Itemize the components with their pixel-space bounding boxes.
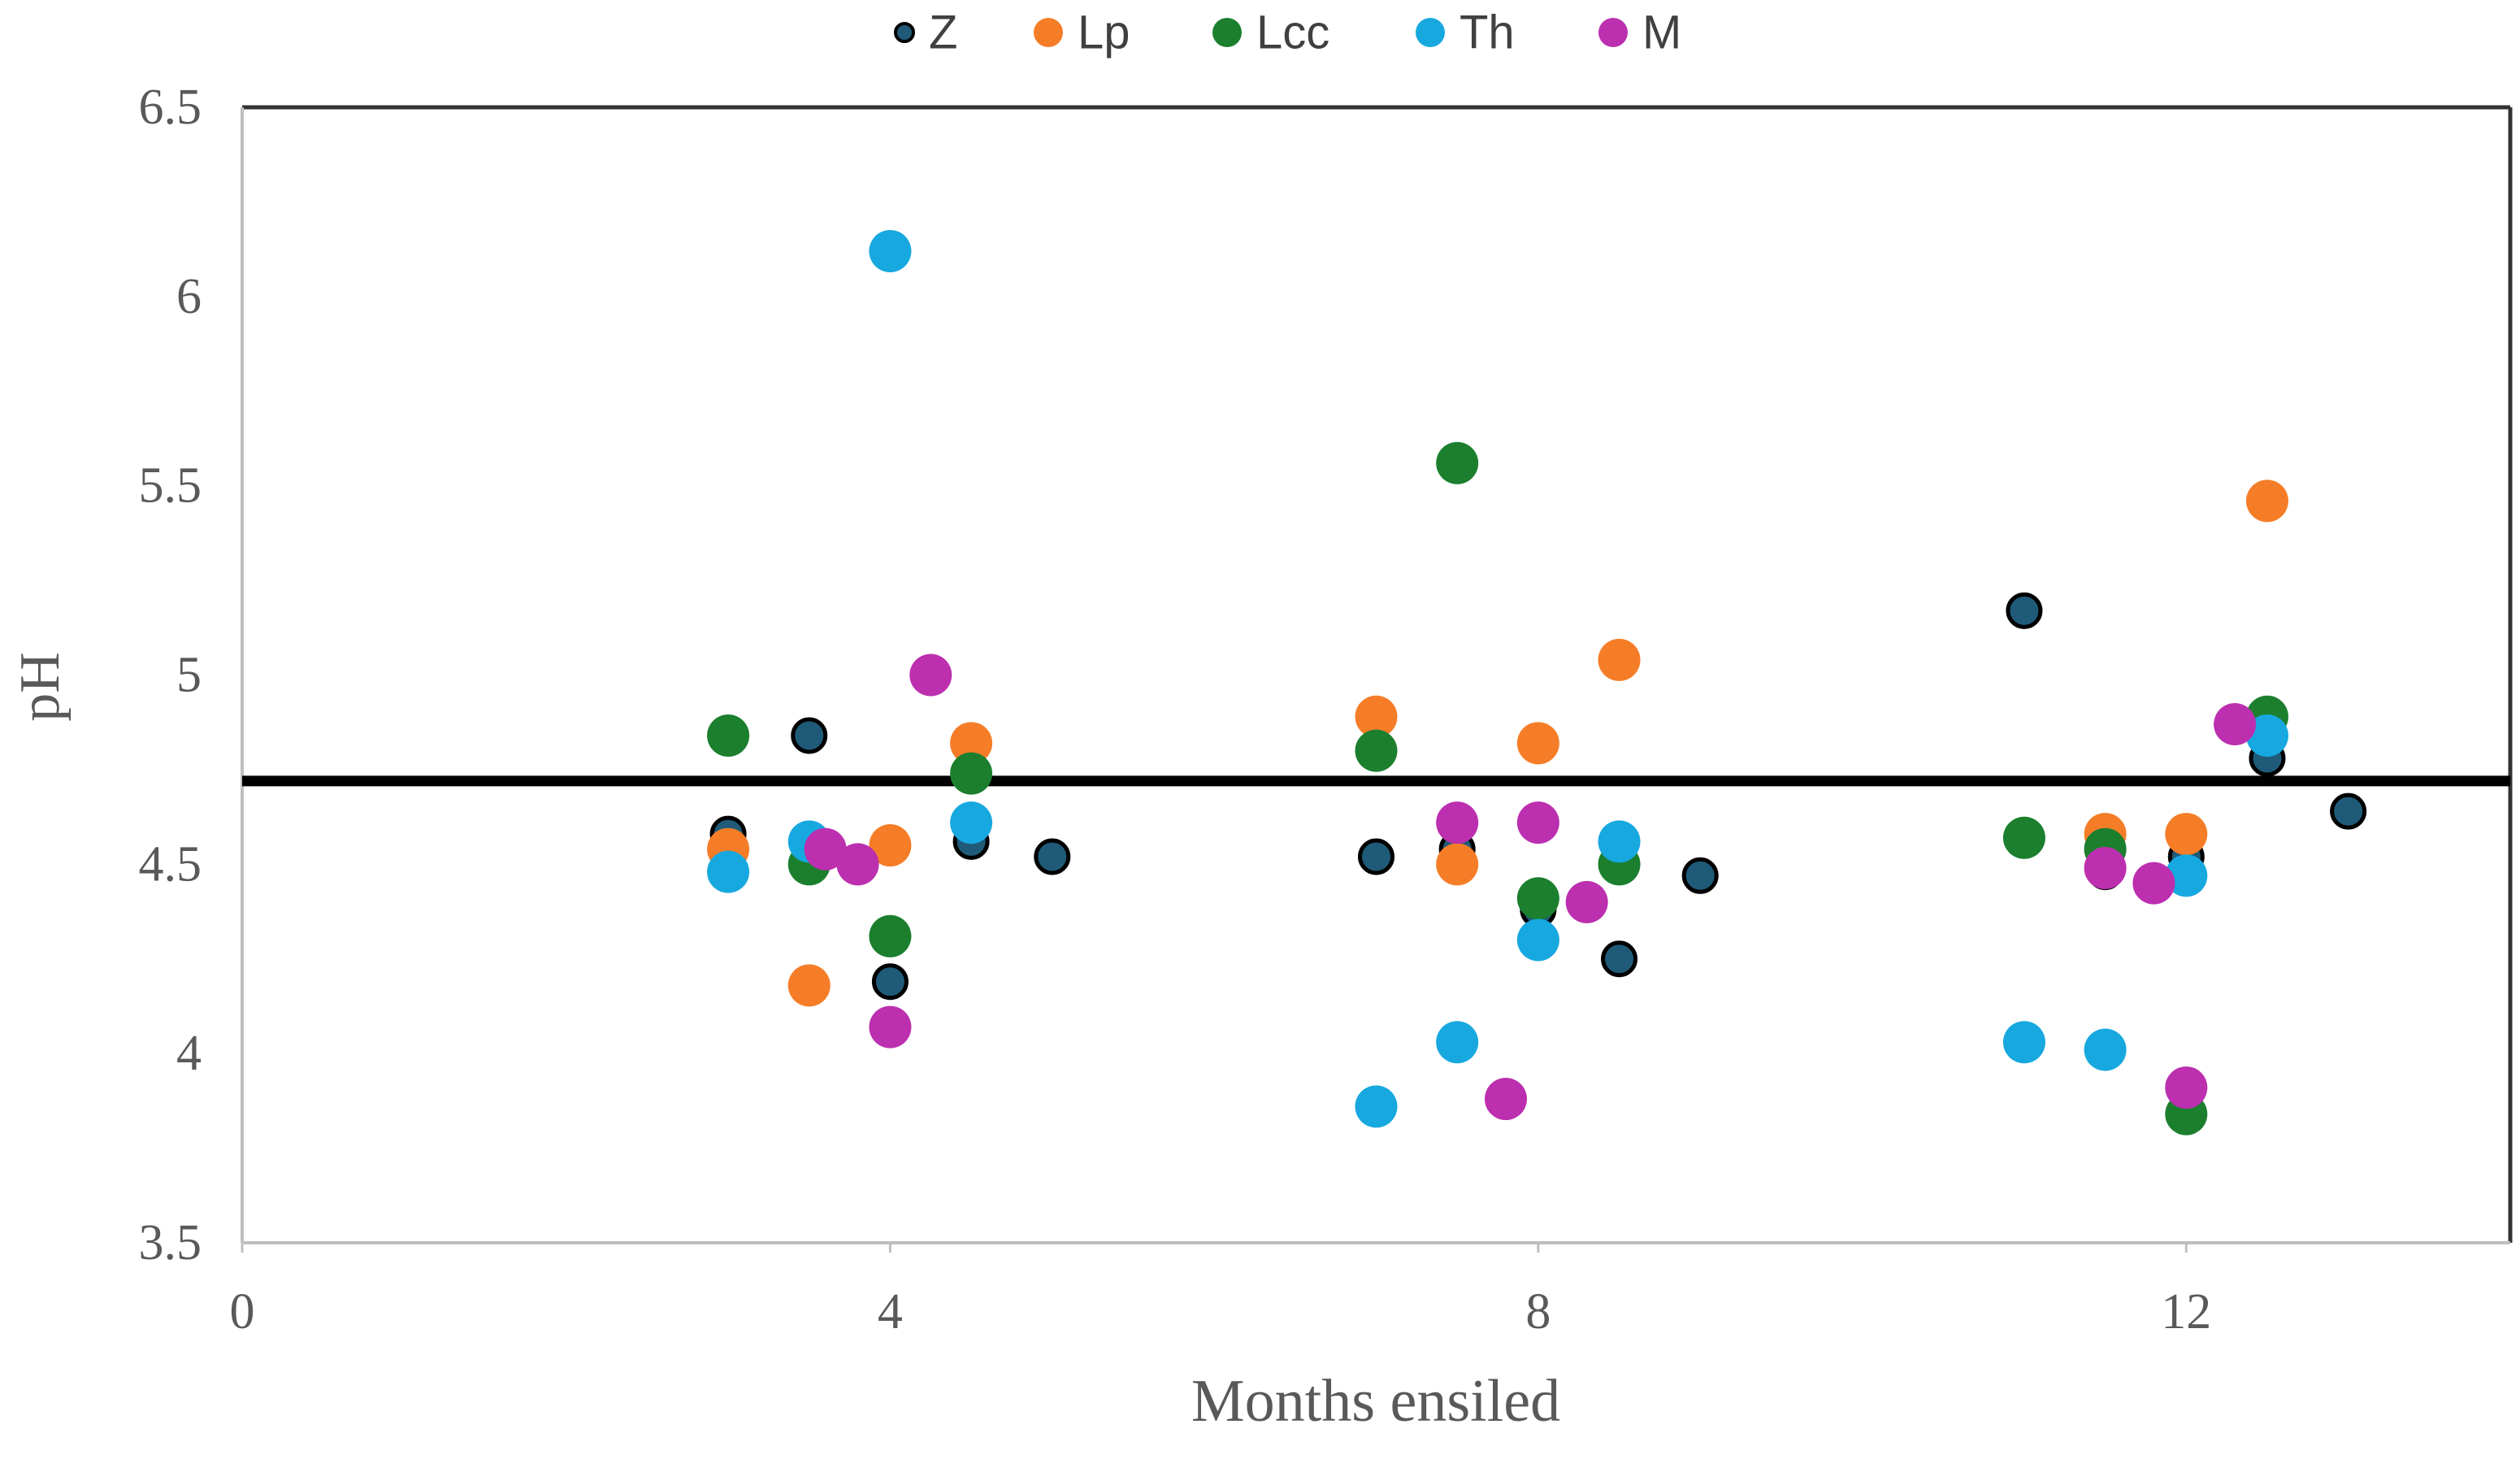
- x-axis-tick-labels: 0 4 8 12: [230, 1243, 2211, 1340]
- legend-label-th: Th: [1460, 7, 1515, 59]
- x-tick-label: 0: [230, 1284, 255, 1340]
- data-point-m: [804, 827, 847, 871]
- y-tick-label: 3.5: [139, 1215, 202, 1270]
- plot-frame: [241, 105, 2513, 1244]
- data-point-lp: [1436, 843, 1479, 886]
- data-point-th: [2002, 1021, 2045, 1064]
- data-point-lp: [1598, 638, 1641, 681]
- data-point-lp: [2245, 480, 2288, 523]
- data-points-layer: [707, 229, 2367, 1135]
- data-point-z: [791, 717, 828, 754]
- data-point-m: [1516, 801, 1559, 845]
- legend-marker-z-icon: [894, 22, 915, 43]
- legend-label-m: M: [1642, 7, 1681, 59]
- data-point-z: [1034, 838, 1071, 875]
- y-tick-label: 4: [176, 1026, 202, 1081]
- y-axis-title: pH: [9, 652, 72, 722]
- data-point-m: [909, 653, 952, 697]
- data-point-th: [2165, 854, 2208, 897]
- y-axis-tick-labels: 3.5 4 4.5 5 5.5 6 6.5: [139, 80, 202, 1270]
- y-tick-label: 5.5: [139, 458, 202, 514]
- data-point-th: [707, 850, 750, 893]
- data-point-m: [1565, 880, 1608, 923]
- data-point-lp: [869, 824, 912, 867]
- legend-marker-lcc-icon: [1212, 18, 1242, 47]
- legend-marker-th-icon: [1416, 18, 1445, 47]
- data-point-m: [2165, 1066, 2208, 1109]
- data-point-lcc: [1516, 877, 1559, 920]
- data-point-th: [1436, 1021, 1479, 1064]
- y-tick-label: 6: [176, 269, 202, 324]
- data-point-th: [1355, 1085, 1398, 1128]
- data-point-lp: [787, 964, 831, 1007]
- x-tick-label: 8: [1525, 1284, 1551, 1340]
- data-point-lcc: [1355, 729, 1398, 772]
- x-tick-label: 12: [2161, 1284, 2211, 1340]
- data-point-lcc: [1436, 441, 1479, 484]
- y-tick-label: 4.5: [139, 836, 202, 892]
- data-point-z: [1681, 857, 1719, 894]
- data-point-lp: [950, 722, 993, 765]
- data-point-z: [1601, 940, 1638, 978]
- data-point-m: [1484, 1078, 1527, 1121]
- data-point-z: [871, 963, 909, 1001]
- data-point-m: [2132, 862, 2175, 905]
- data-point-lcc: [707, 714, 750, 758]
- legend-label-z: Z: [929, 7, 957, 59]
- data-point-th: [1598, 820, 1641, 863]
- y-tick-label: 6.5: [139, 80, 202, 135]
- data-point-th: [1516, 918, 1559, 962]
- data-point-th: [2084, 1028, 2127, 1071]
- data-point-lcc: [869, 914, 912, 957]
- legend-marker-lp-icon: [1034, 18, 1063, 47]
- y-tick-label: 5: [176, 648, 202, 703]
- data-point-lcc: [950, 752, 993, 795]
- x-tick-label: 4: [878, 1284, 903, 1340]
- data-point-lp: [2165, 813, 2208, 856]
- x-axis-title: Months ensiled: [1191, 1368, 1560, 1435]
- legend-label-lcc: Lcc: [1256, 7, 1329, 59]
- data-point-z: [2006, 592, 2043, 629]
- data-point-m: [2214, 703, 2257, 746]
- legend: Z Lp Lcc Th M: [894, 7, 1681, 59]
- data-point-lp: [1516, 722, 1559, 765]
- data-point-lp: [1355, 695, 1398, 738]
- data-point-lcc: [2002, 816, 2045, 859]
- data-point-m: [869, 1005, 912, 1049]
- data-point-m: [1436, 801, 1479, 845]
- legend-marker-m-icon: [1598, 18, 1628, 47]
- data-point-th: [2245, 714, 2288, 758]
- data-point-th: [950, 801, 993, 845]
- data-point-z: [2330, 792, 2367, 830]
- data-point-m: [2084, 846, 2127, 889]
- data-point-th: [869, 229, 912, 272]
- data-point-z: [1358, 838, 1394, 875]
- legend-label-lp: Lp: [1078, 7, 1130, 59]
- data-point-m: [836, 843, 879, 886]
